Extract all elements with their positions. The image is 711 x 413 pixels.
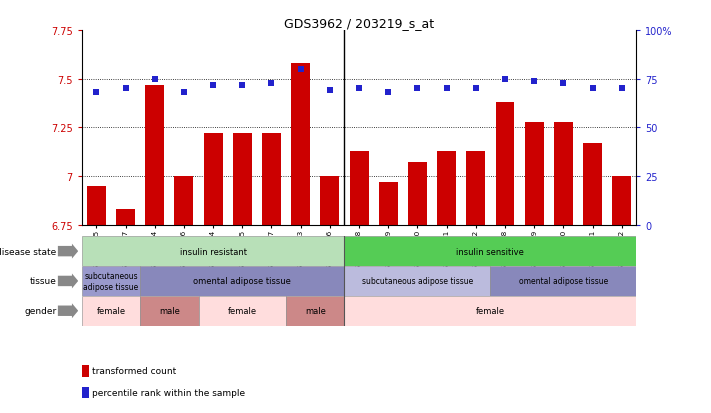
Text: subcutaneous adipose tissue: subcutaneous adipose tissue: [362, 277, 473, 286]
Bar: [82, 296, 140, 326]
Bar: [82, 387, 89, 398]
FancyArrow shape: [58, 304, 78, 318]
Bar: [232, 134, 252, 225]
Point: [528, 78, 540, 85]
Bar: [583, 144, 602, 225]
Bar: [344, 237, 636, 266]
Text: female: female: [476, 306, 505, 316]
Bar: [350, 151, 368, 225]
FancyArrow shape: [58, 274, 78, 289]
Point: [353, 86, 365, 93]
Bar: [82, 237, 344, 266]
Bar: [321, 177, 339, 225]
Point: [441, 86, 452, 93]
Point: [412, 86, 423, 93]
Text: male: male: [159, 306, 180, 316]
Bar: [408, 163, 427, 225]
Bar: [344, 296, 636, 326]
Text: female: female: [97, 306, 126, 316]
Point: [178, 90, 190, 96]
Bar: [437, 151, 456, 225]
Text: omental adipose tissue: omental adipose tissue: [193, 277, 292, 286]
Bar: [140, 266, 344, 296]
Bar: [174, 177, 193, 225]
Point: [237, 82, 248, 89]
Bar: [612, 177, 631, 225]
Bar: [554, 122, 573, 225]
Point: [324, 88, 336, 95]
Point: [266, 80, 277, 87]
Bar: [116, 209, 135, 225]
Bar: [496, 103, 515, 225]
Point: [91, 90, 102, 96]
Point: [383, 90, 394, 96]
Point: [149, 76, 161, 83]
Title: GDS3962 / 203219_s_at: GDS3962 / 203219_s_at: [284, 17, 434, 30]
Bar: [466, 151, 486, 225]
Text: omental adipose tissue: omental adipose tissue: [519, 277, 608, 286]
Bar: [198, 296, 286, 326]
Text: female: female: [228, 306, 257, 316]
Point: [499, 76, 510, 83]
Point: [557, 80, 569, 87]
Point: [470, 86, 481, 93]
Bar: [87, 186, 106, 225]
Text: percentile rank within the sample: percentile rank within the sample: [92, 388, 245, 397]
Bar: [525, 122, 544, 225]
Point: [208, 82, 219, 89]
Text: transformed count: transformed count: [92, 366, 176, 375]
Bar: [203, 134, 223, 225]
Point: [295, 66, 306, 73]
Text: insulin resistant: insulin resistant: [180, 247, 247, 256]
Bar: [379, 183, 397, 225]
Bar: [82, 266, 140, 296]
Bar: [140, 296, 198, 326]
Point: [616, 86, 627, 93]
FancyArrow shape: [58, 244, 78, 259]
Bar: [344, 266, 491, 296]
Bar: [292, 64, 310, 225]
Point: [120, 86, 132, 93]
Text: gender: gender: [24, 306, 56, 316]
Bar: [262, 134, 281, 225]
Point: [587, 86, 598, 93]
Text: subcutaneous
adipose tissue: subcutaneous adipose tissue: [83, 272, 139, 291]
Bar: [145, 85, 164, 225]
Text: tissue: tissue: [29, 277, 56, 286]
Bar: [286, 296, 344, 326]
Bar: [491, 266, 636, 296]
Text: male: male: [305, 306, 326, 316]
Bar: [82, 365, 89, 377]
Text: disease state: disease state: [0, 247, 56, 256]
Text: insulin sensitive: insulin sensitive: [456, 247, 524, 256]
